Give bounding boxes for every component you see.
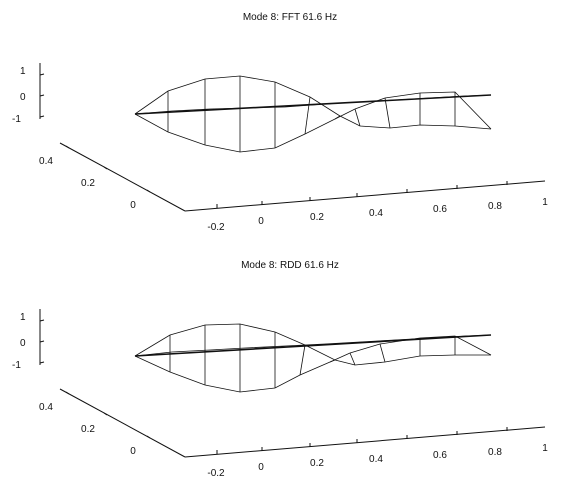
x-tick-label: 0.2 (310, 212, 324, 223)
x-tick-label: 0 (258, 462, 264, 473)
x-tick-label: 0.4 (369, 454, 383, 465)
z-tick-label: 0 (20, 92, 26, 103)
z-tick (39, 319, 45, 322)
y-axis-line (59, 142, 186, 212)
z-tick (39, 361, 45, 364)
panel-rdd: Mode 8: RDD 61.6 Hz -0.2 0 0.2 0.4 0.6 0… (12, 260, 548, 479)
y-tick (65, 145, 70, 149)
x-ticks: -0.2 0 0.2 0.4 0.6 0.8 1 (207, 181, 548, 233)
y-axis-line (59, 388, 186, 458)
mesh-line (329, 359, 336, 363)
z-tick (39, 73, 45, 76)
y-tick-label: 0 (130, 200, 136, 211)
mesh-line (304, 96, 311, 135)
y-tick (146, 435, 151, 439)
mesh-line (134, 323, 491, 366)
y-tick-label: 0.2 (81, 424, 95, 435)
nodal-line (134, 334, 492, 357)
z-tick (39, 340, 45, 343)
z-ticks: 1 0 -1 (12, 66, 45, 125)
z-tick (39, 94, 45, 97)
y-tick-label: 0.4 (39, 402, 53, 413)
z-ticks: 1 0 -1 (12, 312, 45, 371)
mesh-line (379, 343, 386, 363)
mode-shape-surface (134, 75, 492, 153)
x-tick-label: 1 (542, 197, 548, 208)
z-tick-label: -1 (12, 114, 21, 125)
mode-shape-surface (134, 323, 492, 393)
y-ticks: 0 0.2 0.4 (39, 391, 151, 457)
x-tick-label: 0.8 (488, 447, 502, 458)
mesh-line (349, 352, 356, 366)
x-tick-label: -0.2 (207, 222, 225, 233)
x-tick-label: 1 (542, 443, 548, 454)
y-tick-label: 0.2 (81, 178, 95, 189)
z-tick-label: 1 (20, 66, 26, 77)
z-tick-label: 1 (20, 312, 26, 323)
mesh-line (334, 115, 341, 120)
nodal-line (134, 94, 492, 115)
y-tick (103, 412, 108, 416)
mesh-line (134, 75, 492, 130)
mesh-line (134, 91, 492, 153)
chart-title: Mode 8: FFT 61.6 Hz (243, 12, 337, 23)
mesh-line (299, 344, 306, 376)
x-tick-label: 0.4 (369, 208, 383, 219)
x-tick-label: 0.2 (310, 458, 324, 469)
panel-fft: Mode 8: FFT 61.6 Hz -0.2 0 0.2 0.4 0.6 0… (12, 12, 548, 233)
z-tick-label: -1 (12, 360, 21, 371)
z-tick (39, 115, 45, 118)
y-ticks: 0 0.2 0.4 (39, 145, 151, 211)
mesh-line (354, 108, 361, 127)
z-tick-label: 0 (20, 338, 26, 349)
mesh-line (134, 335, 492, 393)
x-ticks: -0.2 0 0.2 0.4 0.6 0.8 1 (207, 427, 548, 479)
x-tick-label: 0.6 (433, 204, 447, 215)
y-tick-label: 0.4 (39, 156, 53, 167)
x-tick-label: 0 (258, 216, 264, 227)
x-tick-label: -0.2 (207, 468, 225, 479)
chart-title: Mode 8: RDD 61.6 Hz (241, 260, 339, 271)
y-tick (65, 391, 70, 395)
mesh-line (384, 97, 391, 129)
x-axis-line (184, 180, 546, 212)
x-tick-label: 0.6 (433, 450, 447, 461)
y-tick (103, 166, 108, 170)
x-axis-line (184, 426, 546, 458)
y-tick (146, 189, 151, 193)
x-tick-label: 0.8 (488, 201, 502, 212)
y-tick-label: 0 (130, 446, 136, 457)
